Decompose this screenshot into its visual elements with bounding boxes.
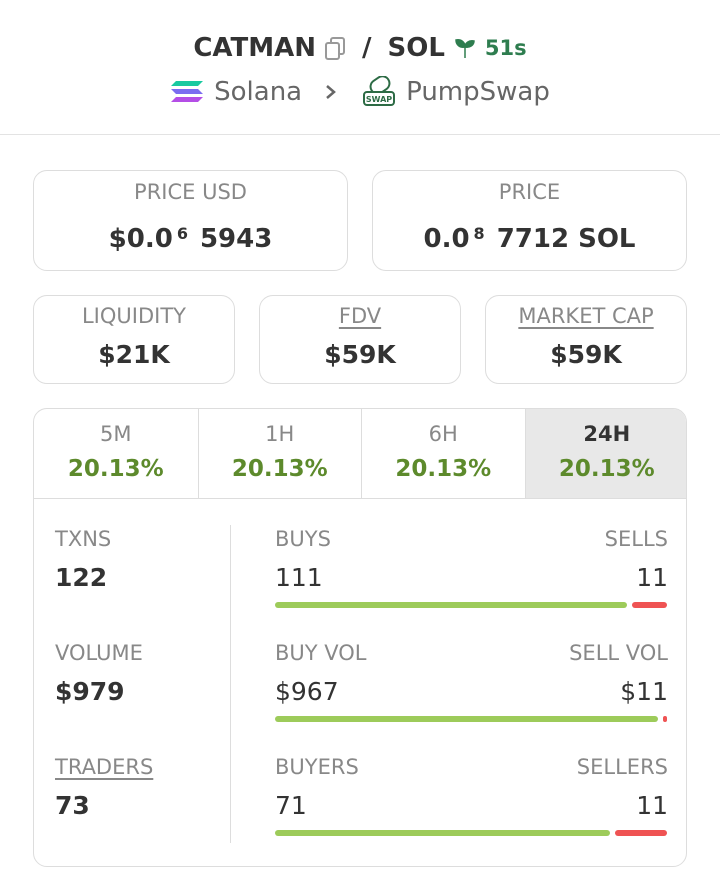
header-divider bbox=[0, 134, 720, 135]
txn-panel: 5M 20.13% 1H 20.13% 6H 20.13% 24H 20.13% TXNS 122… bbox=[33, 408, 687, 867]
pair-separator: / bbox=[362, 33, 372, 63]
stat-card: FDV $59K bbox=[259, 295, 461, 384]
split-left-label: BUY VOL bbox=[275, 641, 367, 665]
split-left-label: BUYS bbox=[275, 527, 331, 551]
split-right-value: 11 bbox=[636, 563, 668, 592]
quote-symbol: SOL bbox=[387, 33, 445, 63]
chevron-icon bbox=[326, 85, 337, 99]
timeframe-tab[interactable]: 6H 20.13% bbox=[361, 409, 525, 499]
price-digits: 7712 SOL bbox=[496, 224, 636, 254]
split-left-value: 71 bbox=[275, 791, 307, 820]
pair-route: Solana SWAP PumpSwap bbox=[0, 72, 720, 112]
tab-change: 20.13% bbox=[67, 456, 164, 482]
tab-change: 20.13% bbox=[558, 456, 655, 482]
split-right-value: 11 bbox=[636, 791, 668, 820]
metric-label: VOLUME bbox=[55, 641, 143, 665]
metric-value: $979 bbox=[55, 677, 125, 706]
split-left-label: BUYERS bbox=[275, 755, 359, 779]
price-digits: 5943 bbox=[199, 224, 273, 254]
stat-label: LIQUIDITY bbox=[81, 304, 186, 328]
buy-bar bbox=[275, 716, 658, 722]
split-right-label: SELL VOL bbox=[569, 641, 668, 665]
pair-age: 51s bbox=[484, 36, 527, 60]
tab-label: 24H bbox=[583, 422, 631, 446]
pair-title: CATMAN / SOL 51s bbox=[0, 28, 720, 68]
metric-label: TXNS bbox=[55, 527, 112, 551]
stat-label[interactable]: MARKET CAP bbox=[518, 304, 654, 328]
price-zero-count: 8 bbox=[473, 224, 485, 243]
price-prefix: $0.0 bbox=[108, 224, 173, 254]
dex-name[interactable]: PumpSwap bbox=[406, 77, 550, 107]
copy-icon[interactable] bbox=[324, 36, 346, 60]
buy-bar bbox=[275, 602, 628, 608]
solana-icon bbox=[171, 81, 204, 102]
tab-change: 20.13% bbox=[231, 456, 328, 482]
sell-bar bbox=[632, 602, 667, 608]
timeframe-tab[interactable]: 1H 20.13% bbox=[197, 409, 361, 499]
price-label: PRICE USD bbox=[134, 180, 247, 204]
timeframe-tab[interactable]: 5M 20.13% bbox=[34, 409, 198, 499]
stat-card: LIQUIDITY $21K bbox=[33, 295, 235, 384]
timeframe-tab[interactable]: 24H 20.13% bbox=[524, 409, 686, 499]
split-right-label: SELLERS bbox=[576, 755, 668, 779]
tab-label: 6H bbox=[428, 422, 458, 446]
chain-name[interactable]: Solana bbox=[214, 77, 303, 107]
metric-value: 122 bbox=[55, 563, 108, 592]
token-symbol: CATMAN bbox=[193, 33, 317, 63]
pumpswap-icon: SWAP bbox=[363, 76, 396, 106]
column-divider bbox=[230, 525, 231, 843]
stat-value: $21K bbox=[98, 340, 170, 369]
price-zero-count: 6 bbox=[176, 224, 188, 243]
tab-label: 5M bbox=[100, 422, 132, 446]
stat-value: $59K bbox=[550, 340, 622, 369]
price-value: 0.0 8 7712 SOL bbox=[373, 224, 686, 254]
buy-bar bbox=[275, 830, 611, 836]
split-left-value: 111 bbox=[275, 563, 323, 592]
tab-label: 1H bbox=[265, 422, 295, 446]
split-right-value: $11 bbox=[620, 677, 668, 706]
stat-value: $59K bbox=[324, 340, 396, 369]
price-card: PRICE USD $0.0 6 5943 bbox=[33, 170, 348, 271]
price-card: PRICE 0.0 8 7712 SOL bbox=[372, 170, 687, 271]
tab-change: 20.13% bbox=[395, 456, 492, 482]
stat-card: MARKET CAP $59K bbox=[485, 295, 687, 384]
split-right-label: SELLS bbox=[604, 527, 668, 551]
price-value: $0.0 6 5943 bbox=[34, 224, 347, 254]
stat-label[interactable]: FDV bbox=[338, 304, 382, 328]
price-prefix: 0.0 bbox=[423, 224, 470, 254]
sell-bar bbox=[662, 716, 667, 722]
price-label: PRICE bbox=[498, 180, 561, 204]
split-left-value: $967 bbox=[275, 677, 339, 706]
svg-text:SWAP: SWAP bbox=[366, 95, 392, 104]
sprout-icon bbox=[455, 39, 475, 58]
sell-bar bbox=[615, 830, 667, 836]
metric-value: 73 bbox=[55, 791, 90, 820]
metric-label[interactable]: TRADERS bbox=[55, 755, 154, 779]
